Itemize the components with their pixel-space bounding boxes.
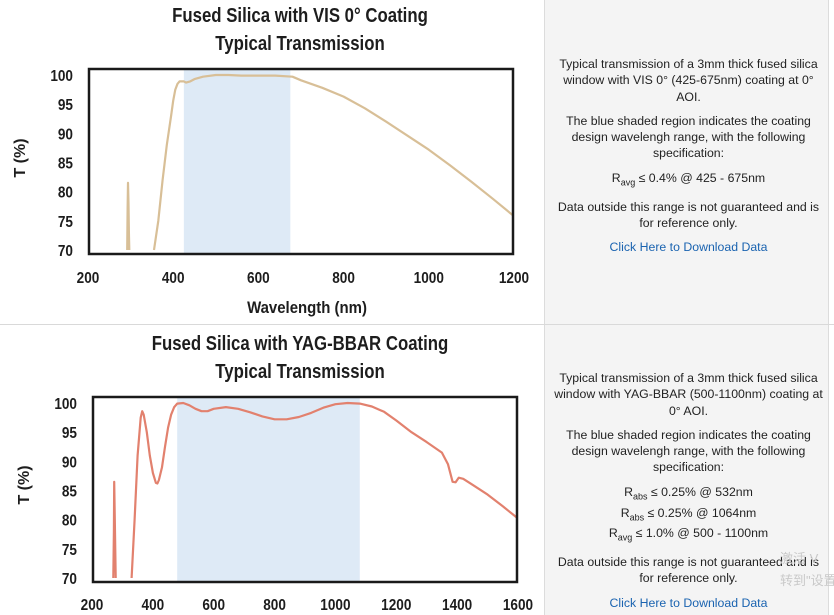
y-axis-label: T (%): [12, 138, 29, 177]
spec-symbol: R: [620, 505, 630, 520]
x-tick-label: 1600: [503, 597, 533, 614]
chart-row-yag: Fused Silica with YAG-BBAR Coating Typica…: [0, 324, 834, 615]
plot-frame: [91, 395, 519, 584]
download-data-link[interactable]: Click Here to Download Data: [609, 240, 768, 255]
disclaimer-text: Data outside this range is not guarantee…: [557, 199, 820, 230]
spec-value: ≤ 1.0% @ 500 - 1100nm: [632, 526, 769, 541]
y-tick-label: 80: [62, 513, 77, 530]
chart-cell-vis: Fused Silica with VIS 0° Coating Typical …: [0, 0, 545, 324]
spec-value: ≤ 0.4% @ 425 - 675nm: [635, 170, 766, 185]
transmission-curve: [126, 181, 131, 251]
spec-value: ≤ 0.25% @ 532nm: [647, 484, 753, 499]
x-axis-label: Wavelength (nm): [247, 299, 367, 317]
y-tick-label: 85: [58, 156, 73, 173]
spec-line: Rabs ≤ 0.25% @ 532nm: [553, 484, 824, 505]
info-cell-vis: Typical transmission of a 3mm thick fuse…: [545, 0, 829, 324]
spec-line: Ravg ≤ 0.4% @ 425 - 675nm: [553, 170, 824, 191]
chart-group: Fused Silica with VIS 0° Coating Typical …: [12, 4, 529, 318]
transmission-curve: [152, 73, 513, 251]
y-tick-label: 85: [62, 484, 77, 501]
y-tick-label: 95: [62, 425, 77, 442]
chart-subtitle: Typical Transmission: [215, 32, 384, 55]
x-tick-label: 1200: [499, 270, 529, 287]
y-tick-label: 95: [58, 97, 73, 114]
spec-list: Ravg ≤ 0.4% @ 425 - 675nm: [553, 170, 824, 191]
y-tick-label: 100: [50, 68, 73, 85]
spec-symbol: R: [608, 526, 618, 541]
disclaimer-text: Data outside this range is not guarantee…: [557, 555, 820, 586]
spec-line: Ravg ≤ 1.0% @ 500 - 1100nm: [553, 525, 824, 546]
shaded-region-text: The blue shaded region indicates the coa…: [566, 427, 811, 475]
y-tick-label: 70: [58, 243, 73, 260]
x-tick-label: 1200: [381, 597, 411, 614]
x-tick-label: 400: [142, 597, 165, 614]
shaded-region-text: The blue shaded region indicates the coa…: [566, 113, 811, 161]
x-tick-label: 1000: [414, 270, 444, 287]
transmission-curve: [130, 401, 517, 579]
description-text: Typical transmission of a 3mm thick fuse…: [559, 57, 818, 104]
spec-value: ≤ 0.25% @ 1064nm: [644, 505, 757, 520]
spec-subscript: avg: [617, 532, 633, 543]
y-tick-label: 75: [62, 542, 77, 559]
spec-symbol: R: [624, 484, 633, 499]
y-tick-label: 100: [54, 396, 77, 413]
spec-list: Rabs ≤ 0.25% @ 532nm Rabs ≤ 0.25% @ 1064n…: [553, 484, 824, 546]
yag-bbar-coating-chart: Fused Silica with YAG-BBAR Coating Typica…: [16, 332, 533, 615]
coating-range-shade: [177, 397, 360, 582]
chart-row-vis: Fused Silica with VIS 0° Coating Typical …: [0, 0, 829, 324]
spec-subscript: abs: [633, 491, 648, 502]
x-tick-label: 600: [247, 270, 270, 287]
spec-symbol: R: [611, 170, 621, 185]
x-tick-label: 200: [77, 270, 100, 287]
coating-range-shade: [183, 69, 291, 254]
info-panel-yag: Typical transmission of a 3mm thick fuse…: [553, 370, 824, 611]
vis-coating-chart: Fused Silica with VIS 0° Coating Typical …: [12, 4, 529, 318]
chart-title: Fused Silica with YAG-BBAR Coating: [152, 332, 449, 355]
x-tick-label: 1000: [320, 597, 350, 614]
info-cell-yag: Typical transmission of a 3mm thick fuse…: [545, 325, 829, 615]
chart-group: Fused Silica with YAG-BBAR Coating Typica…: [16, 332, 533, 615]
download-data-link[interactable]: Click Here to Download Data: [609, 595, 768, 610]
description-text: Typical transmission of a 3mm thick fuse…: [554, 371, 823, 418]
chart-cell-yag: Fused Silica with YAG-BBAR Coating Typica…: [0, 325, 545, 615]
x-tick-label: 800: [263, 597, 286, 614]
x-tick-label: 400: [162, 270, 185, 287]
y-tick-label: 90: [58, 126, 73, 143]
plot-frame: [87, 67, 515, 256]
chart-subtitle: Typical Transmission: [215, 360, 384, 383]
chart-title: Fused Silica with VIS 0° Coating: [172, 4, 428, 27]
x-tick-label: 800: [332, 270, 355, 287]
x-tick-label: 600: [202, 597, 225, 614]
y-tick-label: 90: [62, 454, 77, 471]
spec-subscript: abs: [629, 511, 645, 522]
transmission-curve: [112, 480, 117, 579]
info-panel-vis: Typical transmission of a 3mm thick fuse…: [553, 56, 824, 255]
x-tick-label: 1400: [442, 597, 472, 614]
watermark-line-1: 激活 V: [780, 551, 819, 566]
y-tick-label: 75: [58, 214, 73, 231]
spec-subscript: avg: [620, 177, 636, 188]
spec-line: Rabs ≤ 0.25% @ 1064nm: [553, 505, 824, 526]
x-tick-label: 200: [81, 597, 104, 614]
y-tick-label: 80: [58, 185, 73, 202]
y-tick-label: 70: [62, 571, 77, 588]
watermark-line-2: 转到"设置: [780, 573, 834, 588]
y-axis-label: T (%): [16, 465, 33, 504]
